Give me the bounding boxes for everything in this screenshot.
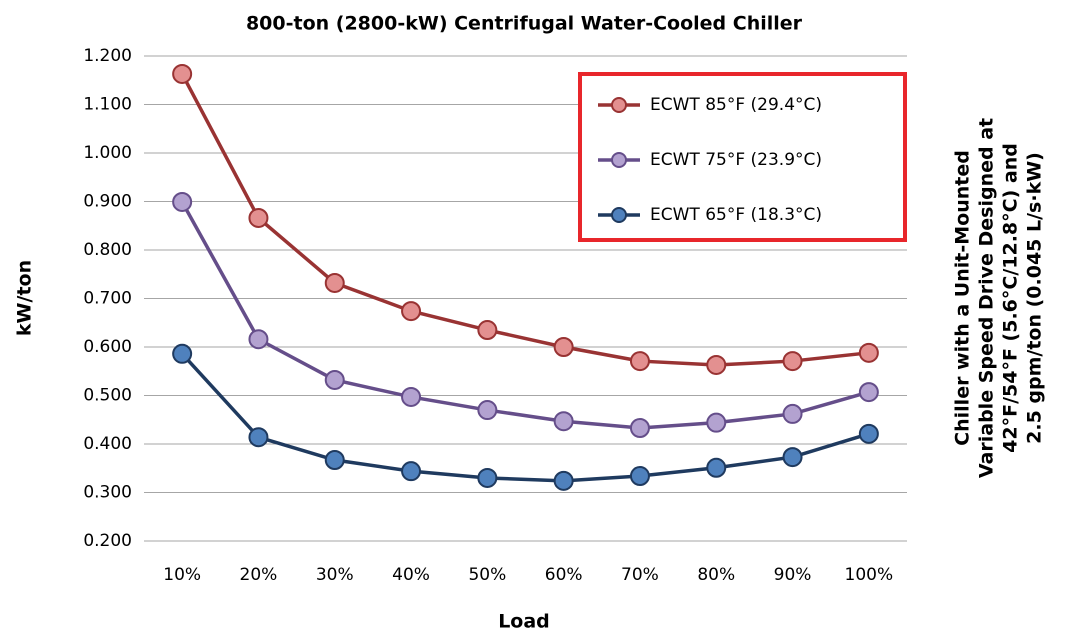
y-tick-label: 0.800 — [83, 240, 132, 260]
legend-box — [578, 72, 907, 242]
annotation: 42°F/54°F (5.6°C/12.8°C) and — [1000, 143, 1022, 453]
legend-marker — [611, 207, 627, 223]
x-tick-label: 10% — [163, 565, 201, 585]
annotation: 2.5 gpm/ton (0.045 L/s·kW) — [1024, 152, 1046, 444]
data-point — [706, 354, 727, 375]
data-point — [248, 427, 269, 448]
x-tick-label: 100% — [845, 565, 894, 585]
y-tick-label: 0.900 — [83, 192, 132, 212]
x-tick-label: 50% — [468, 565, 506, 585]
x-tick-label: 90% — [774, 565, 812, 585]
legend-label: ECWT 75°F (23.9°C) — [650, 150, 822, 170]
data-point — [629, 466, 650, 487]
data-point — [858, 382, 879, 403]
y-tick-label: 1.000 — [83, 143, 132, 163]
data-point — [477, 400, 498, 421]
annotation: Variable Speed Drive Designed at — [976, 118, 998, 478]
legend-marker — [611, 97, 627, 113]
annotation: Chiller with a Unit-Mounted — [952, 150, 974, 446]
x-axis-label: Load — [498, 611, 550, 633]
y-tick-label: 0.300 — [83, 483, 132, 503]
data-point — [324, 272, 345, 293]
data-point — [553, 470, 574, 491]
data-point — [172, 191, 193, 212]
y-tick-label: 0.400 — [83, 434, 132, 454]
series-line — [180, 73, 870, 367]
x-tick-label: 40% — [392, 565, 430, 585]
data-point — [629, 351, 650, 372]
data-point — [553, 337, 574, 357]
y-tick-label: 0.700 — [83, 289, 132, 309]
y-tick-label: 0.200 — [83, 531, 132, 551]
data-point — [401, 301, 422, 322]
x-tick-label: 70% — [621, 565, 659, 585]
data-point — [858, 423, 879, 444]
data-point — [172, 343, 193, 364]
data-point — [706, 412, 727, 433]
x-tick-label: 30% — [316, 565, 354, 585]
data-point — [248, 329, 269, 350]
y-axis-label: kW/ton — [14, 260, 36, 336]
y-tick-label: 1.200 — [83, 46, 132, 66]
y-tick-label: 0.500 — [83, 386, 132, 406]
data-point — [706, 457, 727, 478]
data-point — [629, 417, 650, 438]
series-line — [180, 201, 870, 430]
legend-label: ECWT 85°F (29.4°C) — [650, 95, 822, 115]
y-tick-label: 0.600 — [83, 337, 132, 357]
data-point — [248, 207, 269, 228]
x-tick-label: 60% — [545, 565, 583, 585]
data-point — [782, 447, 803, 468]
data-point — [782, 403, 803, 424]
data-point — [324, 369, 345, 390]
data-point — [477, 320, 498, 341]
data-point — [401, 461, 422, 482]
legend-label: ECWT 65°F (18.3°C) — [650, 205, 822, 225]
data-point — [172, 63, 193, 84]
data-point — [477, 467, 498, 488]
data-point — [324, 450, 345, 471]
x-tick-label: 20% — [240, 565, 278, 585]
series-line — [180, 352, 870, 483]
data-point — [858, 342, 879, 363]
data-point — [782, 351, 803, 372]
data-point — [401, 386, 422, 407]
data-point — [553, 411, 574, 432]
chart-title: 800-ton (2800-kW) Centrifugal Water-Cool… — [246, 13, 803, 35]
x-tick-label: 80% — [697, 565, 735, 585]
y-tick-label: 1.100 — [83, 95, 132, 115]
legend-marker — [611, 152, 627, 168]
